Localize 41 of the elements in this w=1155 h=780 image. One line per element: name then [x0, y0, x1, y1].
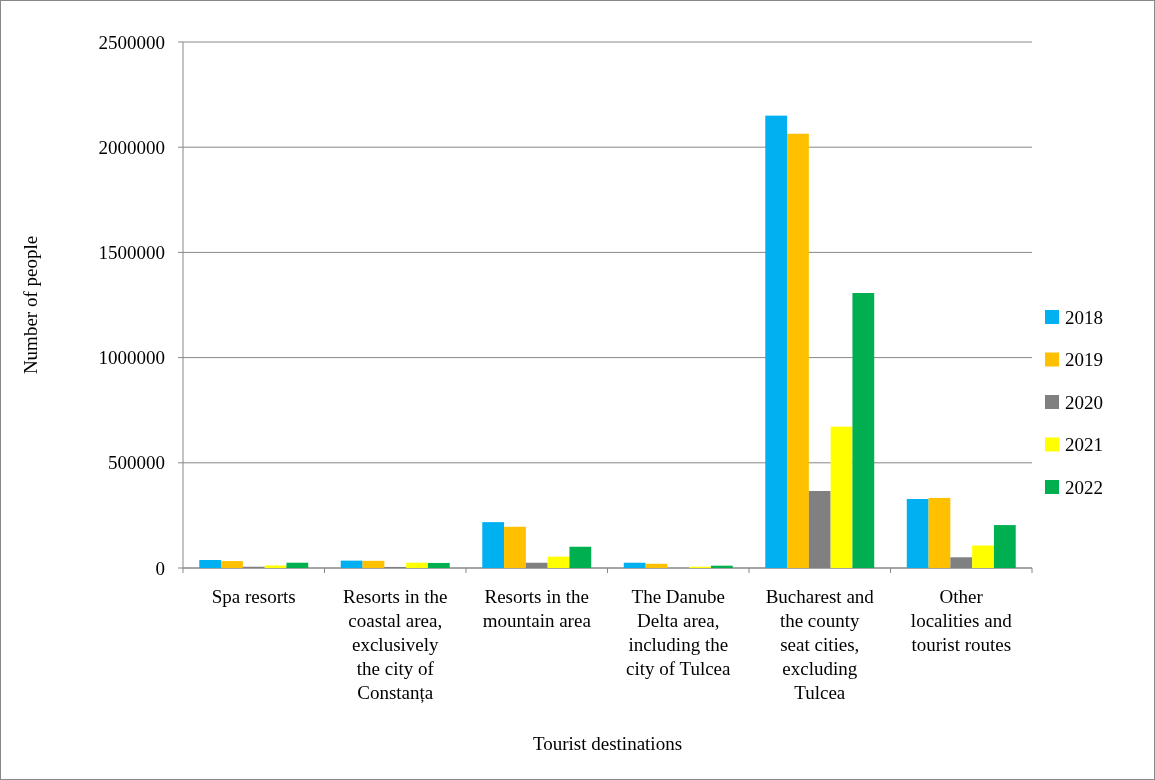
- legend-label: 2022: [1065, 476, 1103, 498]
- legend-label: 2018: [1065, 306, 1103, 328]
- bar: [406, 562, 428, 568]
- legend-label: 2020: [1065, 391, 1103, 413]
- legend-label: 2019: [1065, 349, 1103, 371]
- x-tick-label: The Danube Delta area, including the city of Tulcea: [626, 586, 732, 679]
- legend-label: 2021: [1065, 434, 1103, 456]
- x-tick-label: Bucharest and the county seat cities, excluding Tulcea: [765, 586, 875, 703]
- bar: [852, 293, 875, 568]
- bar: [765, 115, 788, 568]
- bar: [993, 525, 1016, 568]
- x-tick-label: Other localities and tourist routes: [910, 586, 1013, 655]
- bar: [286, 562, 309, 568]
- bar: [906, 498, 929, 568]
- bar: [482, 522, 505, 568]
- bar: [199, 560, 222, 568]
- x-tick-label: Resorts in the coastal area, exclusively the city of Constanța: [343, 586, 448, 703]
- bar: [340, 560, 363, 568]
- y-tick-label: 2500000: [98, 31, 165, 53]
- bar: [547, 556, 570, 568]
- y-tick-label: 2000000: [98, 136, 165, 158]
- bar: [623, 562, 646, 568]
- bar: [972, 545, 994, 568]
- bar: [569, 546, 592, 568]
- y-tick-label: 1500000: [98, 242, 165, 264]
- bar: [362, 560, 385, 568]
- bar: [645, 563, 668, 568]
- bar: [221, 561, 243, 568]
- x-axis-title: Tourist destinations: [532, 733, 683, 754]
- bar: [504, 526, 526, 568]
- bar: [787, 133, 809, 568]
- bar: [928, 497, 951, 568]
- x-tick-label: Resorts in the mountain area: [482, 586, 592, 631]
- y-tick-label: 500000: [108, 452, 165, 474]
- bar: [830, 426, 853, 568]
- y-axis-title: Number of people: [20, 235, 41, 375]
- bar: [264, 565, 287, 568]
- y-tick-label: 0: [155, 557, 165, 579]
- y-tick-label: 1000000: [98, 347, 165, 369]
- bar: [427, 562, 450, 568]
- x-tick-label: Spa resorts: [211, 586, 296, 607]
